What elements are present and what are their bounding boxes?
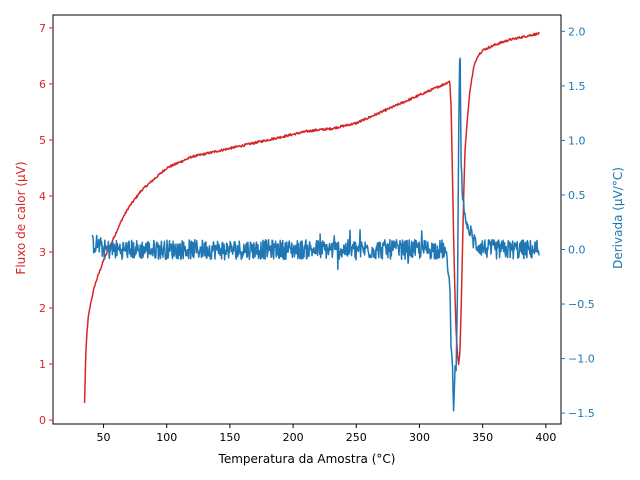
x-tick-label: 200	[283, 431, 304, 444]
left-y-tick-label: 5	[39, 134, 46, 147]
heat-flow-line	[83, 31, 541, 403]
x-tick-label: 350	[472, 431, 493, 444]
right-y-axis-ticks: −1.5 −1.0 −0.5 0.0 0.5 1.0 1.5 2.0	[561, 25, 595, 420]
right-y-tick-label: 2.0	[568, 25, 586, 38]
x-axis-label: Temperatura da Amostra (°C)	[218, 452, 396, 466]
left-y-axis-ticks: 0 1 2 3 4 5 6 7	[39, 22, 53, 427]
right-y-tick-label: 1.0	[568, 134, 586, 147]
plot-lines	[83, 31, 541, 412]
right-y-tick-label: 0.0	[568, 243, 586, 256]
axes-frame	[52, 14, 562, 425]
right-y-tick-label: 0.5	[568, 189, 586, 202]
right-y-tick-label: −0.5	[568, 298, 595, 311]
x-tick-label: 300	[409, 431, 430, 444]
left-y-tick-label: 0	[39, 414, 46, 427]
left-y-tick-label: 4	[39, 190, 46, 203]
left-y-tick-label: 2	[39, 302, 46, 315]
derivative-line	[91, 57, 541, 412]
x-tick-label: 50	[97, 431, 111, 444]
right-y-tick-label: −1.0	[568, 353, 595, 366]
x-tick-label: 250	[346, 431, 367, 444]
right-y-tick-label: 1.5	[568, 80, 586, 93]
left-y-axis-label: Fluxo de calor (µV)	[14, 161, 28, 274]
left-y-tick-label: 7	[39, 22, 46, 35]
left-y-tick-label: 3	[39, 246, 46, 259]
x-tick-label: 100	[156, 431, 177, 444]
x-tick-label: 150	[219, 431, 240, 444]
right-y-axis-label: Derivada (µV/°C)	[611, 167, 625, 269]
x-tick-label: 400	[535, 431, 556, 444]
left-y-tick-label: 6	[39, 78, 46, 91]
left-y-tick-label: 1	[39, 358, 46, 371]
x-axis-ticks: 50 100 150 200 250 300 350 400	[97, 424, 556, 444]
right-y-tick-label: −1.5	[568, 407, 595, 420]
